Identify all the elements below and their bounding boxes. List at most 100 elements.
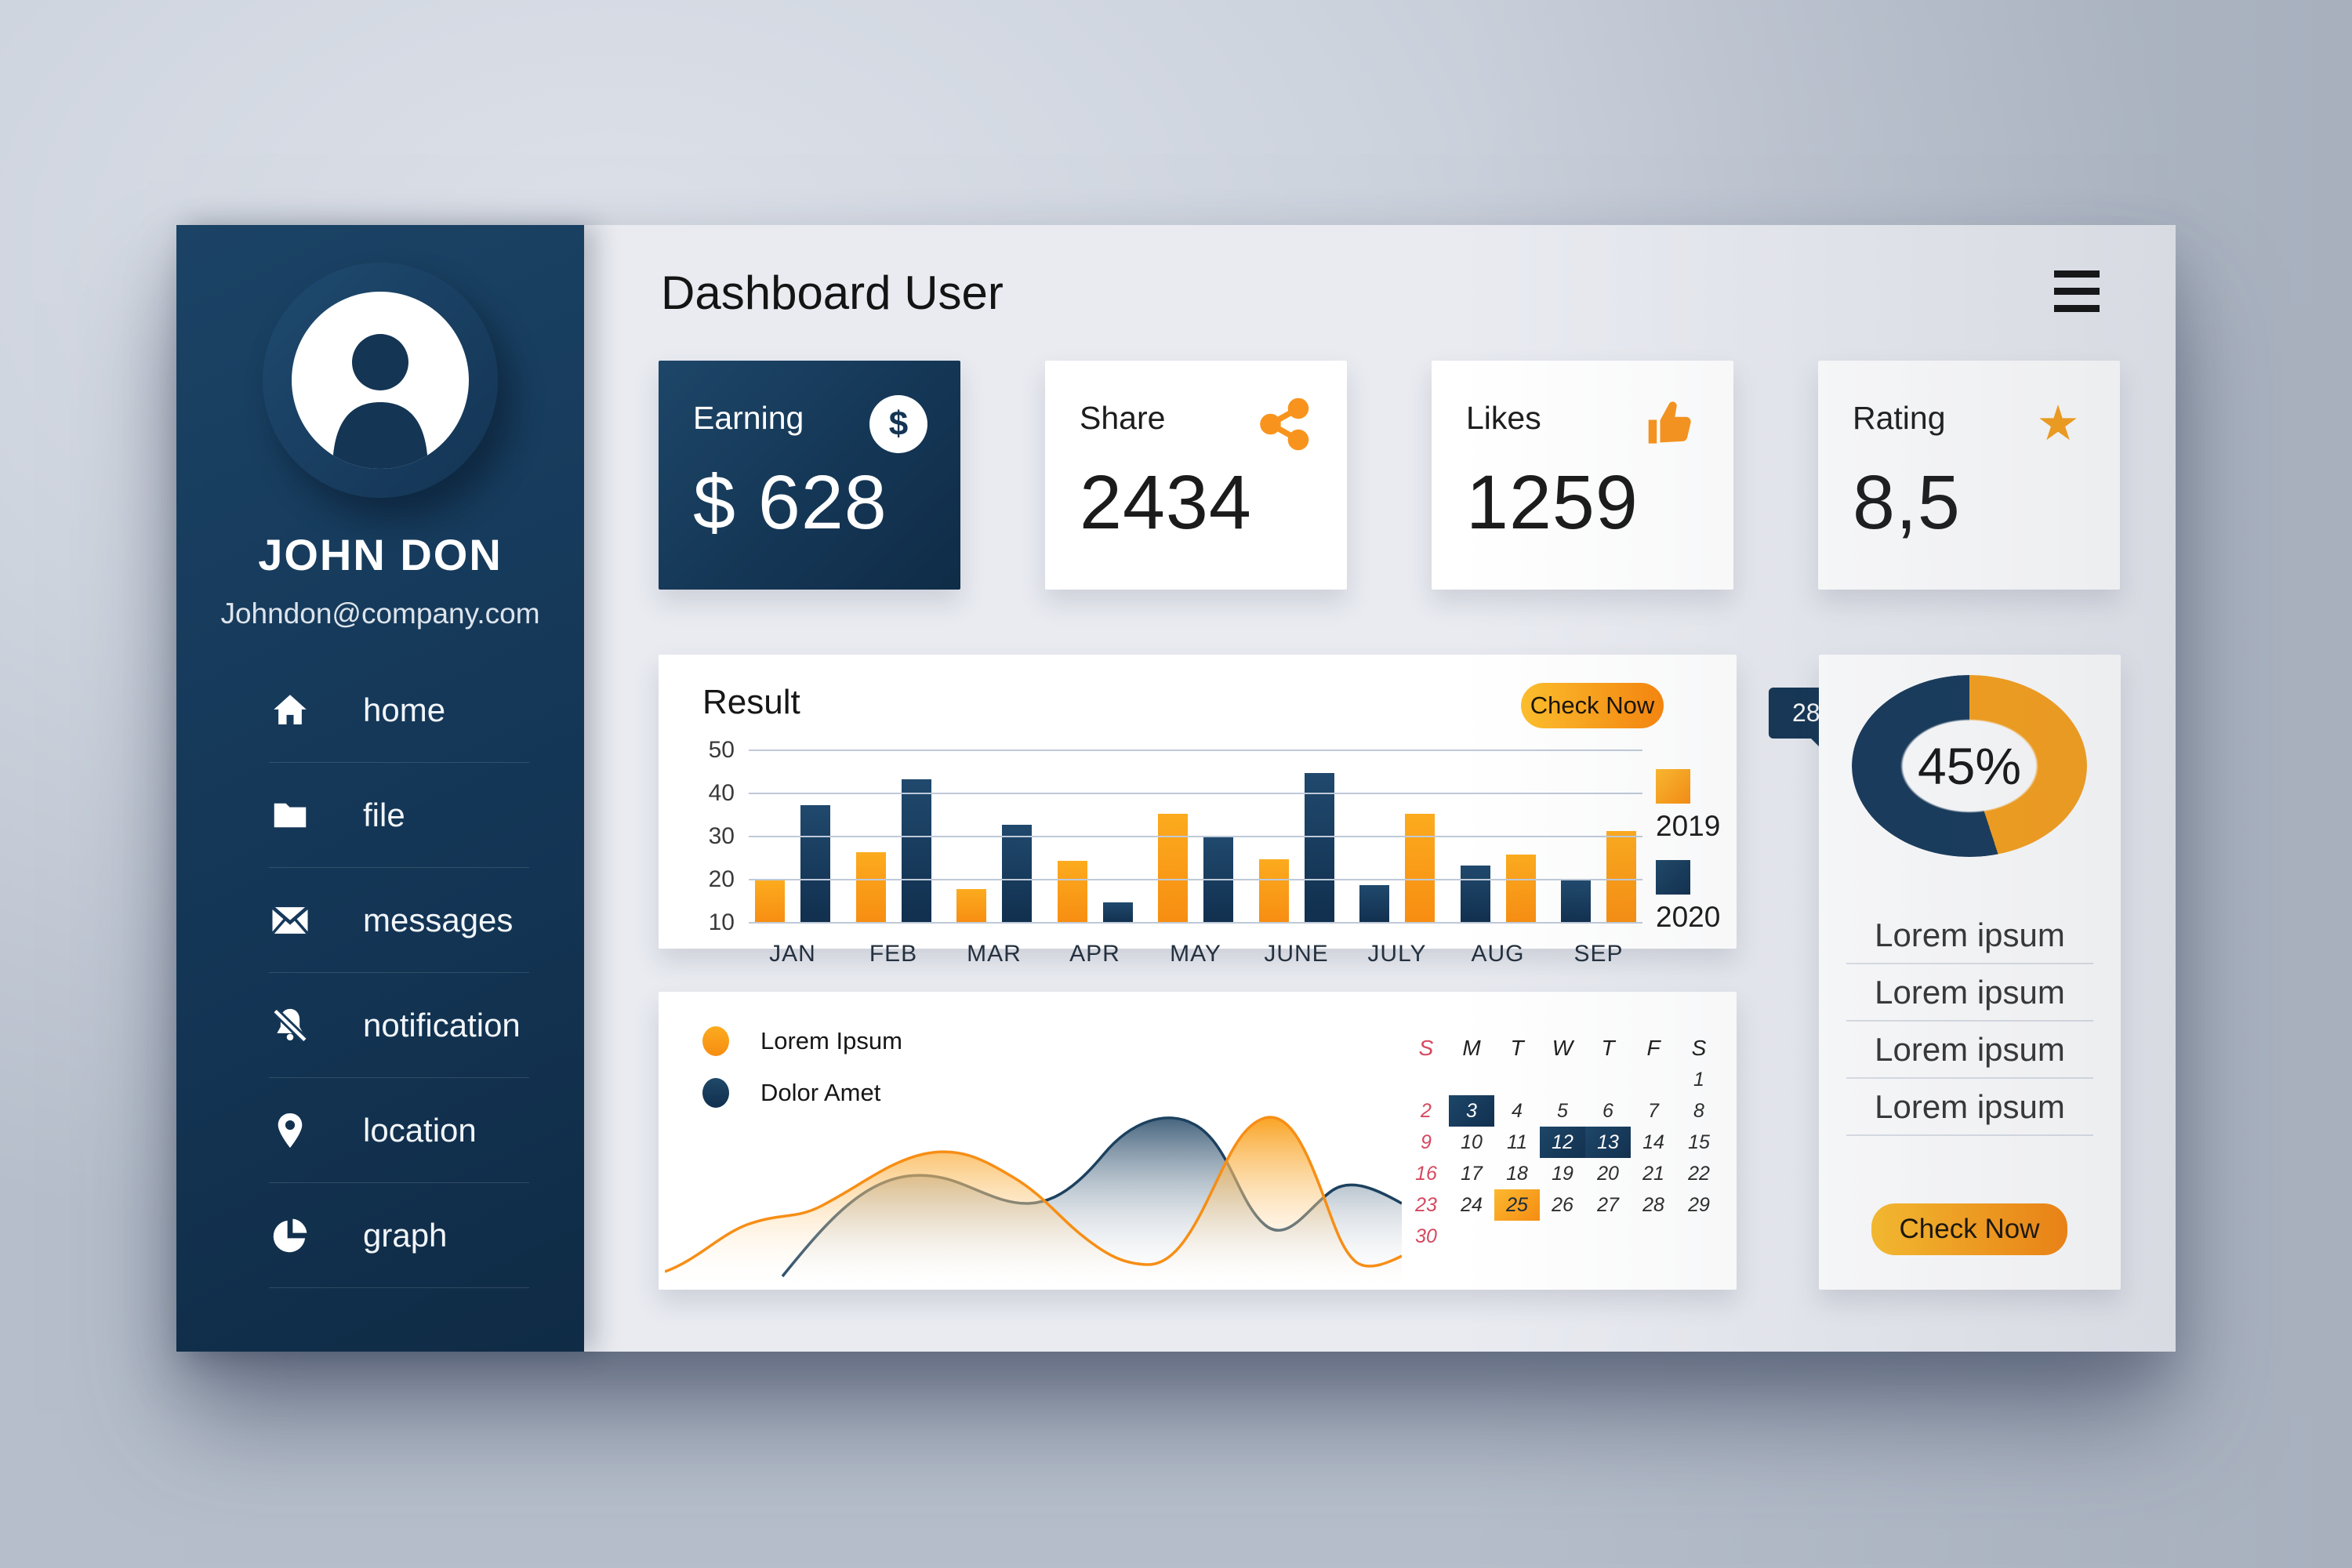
- x-axis-label: MAR: [967, 941, 1022, 967]
- area-legend-row: Dolor Amet: [702, 1078, 902, 1108]
- calendar-day-19[interactable]: 19: [1552, 1162, 1573, 1185]
- calendar-day-26[interactable]: 26: [1552, 1193, 1573, 1216]
- bar-sep-2020: [1561, 880, 1591, 924]
- calendar-header: S: [1418, 1036, 1434, 1060]
- stat-value: 2434: [1080, 459, 1252, 545]
- calendar-day-15[interactable]: 15: [1688, 1131, 1710, 1153]
- calendar-day-16[interactable]: 16: [1415, 1162, 1437, 1185]
- legend-swatch-2019: [1656, 769, 1690, 804]
- sidebar-item-label: home: [363, 691, 446, 728]
- calendar-day-17[interactable]: 17: [1461, 1162, 1483, 1185]
- bar-feb-2019: [855, 852, 886, 924]
- legend-dot-navy: [702, 1078, 729, 1108]
- folder-icon: [269, 794, 311, 837]
- calendar-header: T: [1601, 1036, 1615, 1060]
- calendar-day-12[interactable]: 12: [1540, 1127, 1585, 1158]
- bar-feb-2020: [901, 779, 931, 924]
- bar-mar-2020: [1002, 824, 1032, 924]
- y-axis-tick: 20: [708, 866, 735, 892]
- calendar-day-24[interactable]: 24: [1461, 1193, 1483, 1216]
- sidebar-menu: home file messages notification location grap…: [269, 658, 529, 1288]
- panel-list-item[interactable]: Lorem ipsum: [1846, 1079, 2093, 1136]
- calendar-day-6[interactable]: 6: [1602, 1099, 1613, 1122]
- sidebar-item-messages[interactable]: messages: [269, 868, 529, 973]
- stat-value: $ 628: [693, 459, 887, 545]
- calendar-day-29[interactable]: 29: [1688, 1193, 1710, 1216]
- bar-june-2019: [1258, 858, 1289, 924]
- calendar-day-22[interactable]: 22: [1688, 1162, 1710, 1185]
- calendar-header: S: [1691, 1036, 1707, 1060]
- y-axis-tick: 30: [708, 823, 735, 849]
- bar-sep-2019: [1606, 830, 1636, 924]
- avatar[interactable]: [263, 263, 498, 498]
- sidebar-item-label: graph: [363, 1216, 448, 1254]
- calendar-day-13[interactable]: 13: [1585, 1127, 1631, 1158]
- stat-card-likes: Likes 1259: [1432, 361, 1733, 590]
- panel-list-item[interactable]: Lorem ipsum: [1846, 1022, 2093, 1079]
- calendar-empty-cell: [1494, 1221, 1540, 1252]
- calendar-empty-cell: [1585, 1221, 1631, 1252]
- sidebar-item-notification[interactable]: notification: [269, 973, 529, 1078]
- calendar-day-3[interactable]: 3: [1449, 1095, 1494, 1127]
- calendar-day-25[interactable]: 25: [1494, 1189, 1540, 1221]
- calendar-day-18[interactable]: 18: [1506, 1162, 1528, 1185]
- envelope-icon: [269, 899, 311, 942]
- calendar-day-5[interactable]: 5: [1557, 1099, 1568, 1122]
- calendar-empty-cell: [1585, 1064, 1631, 1095]
- calendar: S M T W T F S 1 2 3 4 5 6 7 8 9 10 11 12 13 14 15 16 17 18 19 20 21…: [1403, 1033, 1722, 1252]
- calendar-day-4[interactable]: 4: [1512, 1099, 1523, 1122]
- calendar-empty-cell: [1494, 1064, 1540, 1095]
- calendar-day-7[interactable]: 7: [1648, 1099, 1659, 1122]
- sidebar-item-location[interactable]: location: [269, 1078, 529, 1183]
- bar-group-june: [1258, 772, 1334, 924]
- bar-group-apr: [1057, 861, 1133, 924]
- calendar-day-9[interactable]: 9: [1421, 1131, 1432, 1153]
- calendar-day-28[interactable]: 28: [1642, 1193, 1664, 1216]
- calendar-day-23[interactable]: 23: [1415, 1193, 1437, 1216]
- panel-list-item[interactable]: Lorem ipsum: [1846, 964, 2093, 1022]
- sidebar-item-graph[interactable]: graph: [269, 1183, 529, 1288]
- calendar-day-8[interactable]: 8: [1693, 1099, 1704, 1122]
- calendar-day-1[interactable]: 1: [1693, 1068, 1704, 1091]
- gridline-50: [749, 750, 1642, 751]
- legend-label: Dolor Amet: [760, 1079, 881, 1106]
- bar-aug-2020: [1460, 865, 1490, 924]
- calendar-day-20[interactable]: 20: [1597, 1162, 1619, 1185]
- y-axis-tick: 50: [708, 737, 735, 763]
- sidebar: JOHN DON Johndon@company.com home file mes…: [176, 225, 584, 1352]
- panel-list-item[interactable]: Lorem ipsum: [1846, 907, 2093, 964]
- legend-swatch-2020: [1656, 860, 1690, 895]
- legend-label: Lorem Ipsum: [760, 1027, 902, 1054]
- calendar-header: W: [1552, 1036, 1573, 1060]
- bar-may-2020: [1203, 837, 1233, 924]
- calendar-day-27[interactable]: 27: [1597, 1193, 1619, 1216]
- calendar-day-14[interactable]: 14: [1642, 1131, 1664, 1153]
- calendar-day-11[interactable]: 11: [1507, 1131, 1527, 1153]
- bar-mar-2019: [956, 889, 986, 924]
- sidebar-item-home[interactable]: home: [269, 658, 529, 763]
- calendar-empty-cell: [1403, 1064, 1449, 1095]
- check-now-button[interactable]: Check Now: [1521, 683, 1664, 728]
- check-now-button[interactable]: Check Now: [1871, 1203, 2067, 1255]
- calendar-day-21[interactable]: 21: [1642, 1162, 1664, 1185]
- star-icon: ★: [2036, 397, 2080, 451]
- x-axis-label: JAN: [769, 941, 816, 967]
- bar-july-2020: [1359, 884, 1389, 924]
- calendar-day-2[interactable]: 2: [1421, 1099, 1432, 1122]
- calendar-day-30[interactable]: 30: [1415, 1225, 1437, 1247]
- x-axis-label: SEP: [1573, 941, 1624, 967]
- calendar-empty-cell: [1540, 1064, 1585, 1095]
- area-chart-card: Lorem Ipsum Dolor Amet S M T W T F S 1: [659, 992, 1737, 1290]
- x-axis-label: JUNE: [1264, 941, 1329, 967]
- x-axis-label: JULY: [1367, 941, 1427, 967]
- sidebar-item-file[interactable]: file: [269, 763, 529, 868]
- calendar-day-10[interactable]: 10: [1461, 1131, 1483, 1153]
- hamburger-menu-icon[interactable]: [2054, 270, 2100, 322]
- x-axis-label: MAY: [1170, 941, 1221, 967]
- panel-list: Lorem ipsum Lorem ipsum Lorem ipsum Lorem i…: [1846, 907, 2093, 1136]
- dollar-icon: $: [869, 395, 927, 453]
- stat-card-rating: Rating 8,5 ★: [1818, 361, 2120, 590]
- calendar-empty-cell: [1676, 1221, 1722, 1252]
